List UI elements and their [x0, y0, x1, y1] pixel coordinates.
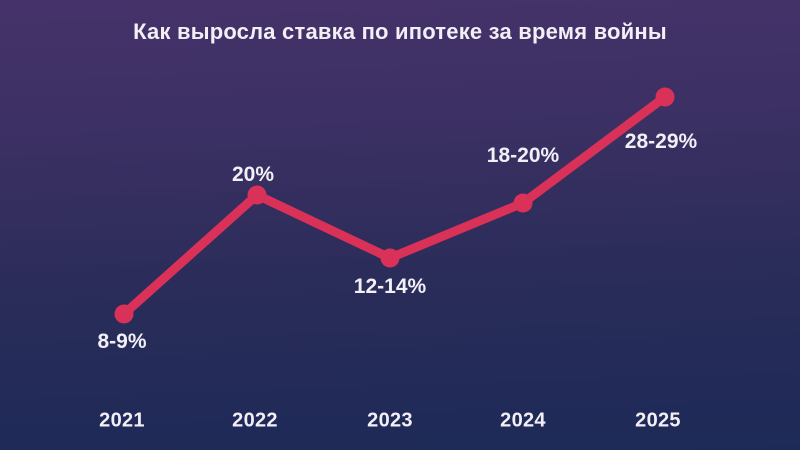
value-label-2023: 12-14%: [353, 275, 427, 298]
value-label-2025: 28-29%: [624, 130, 698, 153]
data-point-2021: [114, 304, 134, 324]
data-point-2024: [513, 193, 533, 213]
data-point-2023: [380, 248, 400, 268]
x-axis-label-2022: 2022: [232, 409, 278, 432]
x-axis-label-2023: 2023: [367, 409, 413, 432]
x-axis-label-2024: 2024: [500, 409, 546, 432]
x-axis-label-2021: 2021: [99, 409, 145, 432]
data-point-2025: [655, 87, 675, 107]
value-label-2024: 18-20%: [486, 144, 560, 167]
x-axis-label-2025: 2025: [635, 409, 681, 432]
data-points: [114, 87, 675, 324]
value-label-2021: 8-9%: [97, 330, 147, 353]
chart-title: Как выросла ставка по ипотеке за время в…: [133, 19, 667, 44]
value-label-2022: 20%: [231, 163, 275, 186]
data-point-2022: [247, 185, 267, 205]
